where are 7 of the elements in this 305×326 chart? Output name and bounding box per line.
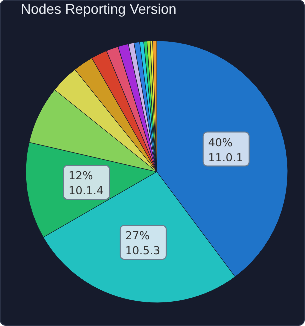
slice-label: 10.5.3 — [125, 244, 160, 258]
slice-label: 10.1.4 — [68, 184, 104, 198]
data-label: 27% — [125, 230, 150, 243]
data-label: 12% — [68, 170, 94, 183]
data-label: 40% — [208, 136, 233, 150]
chart-title: Nodes Reporting Version — [21, 1, 177, 17]
slice-label: 11.0.1 — [208, 151, 244, 164]
